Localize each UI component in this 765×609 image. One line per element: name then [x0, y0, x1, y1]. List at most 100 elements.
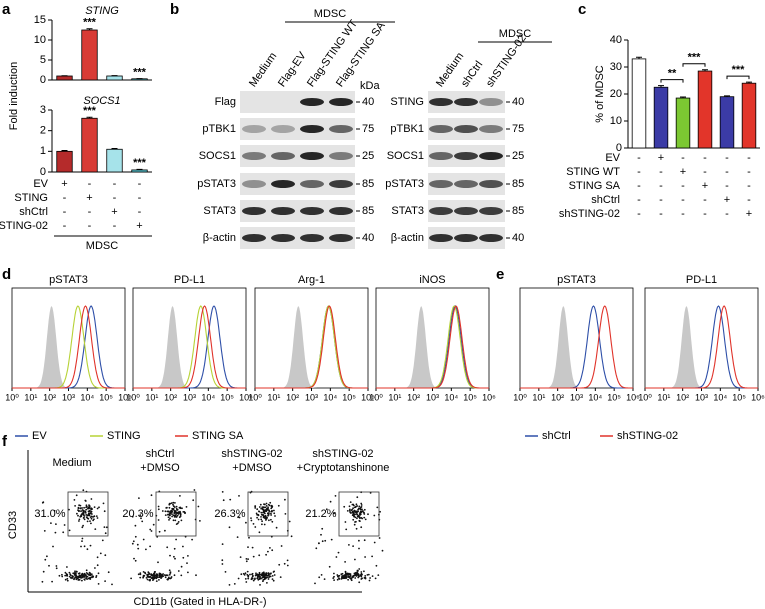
dot: [169, 517, 171, 520]
dot: [352, 507, 354, 510]
dot: [251, 577, 253, 579]
dot: [263, 523, 266, 526]
dot: [356, 517, 358, 520]
dot: [315, 547, 318, 550]
dot: [358, 515, 360, 518]
group-label: MDSC: [314, 8, 346, 20]
x-tick-label: 10¹: [657, 392, 670, 402]
x-tick-label: 10⁰: [513, 392, 527, 402]
dot: [88, 507, 90, 510]
dot: [89, 573, 92, 575]
dot: [169, 554, 171, 557]
histogram-curve: [520, 305, 633, 389]
dot: [91, 575, 94, 578]
dot: [270, 514, 272, 516]
blot-band: [242, 125, 266, 133]
blot-band: [242, 152, 266, 160]
histogram-curve: [12, 305, 125, 389]
gate: [338, 491, 380, 537]
control-histogram: [376, 306, 489, 388]
dot: [43, 530, 46, 532]
dot: [85, 574, 87, 576]
blot-band: [454, 180, 478, 188]
dot: [95, 515, 98, 517]
condition-sign: -: [681, 208, 685, 220]
x-tick-label: 10⁴: [201, 392, 215, 402]
dot: [72, 572, 75, 575]
x-tick-label: 10⁶: [239, 392, 253, 402]
dot: [86, 548, 89, 551]
dot: [157, 561, 159, 564]
condition-sign: +: [680, 166, 686, 178]
dot: [258, 574, 261, 576]
blot-band: [479, 125, 503, 133]
condition-sign: -: [725, 166, 729, 178]
significance: ***: [83, 105, 97, 117]
dot: [134, 559, 137, 562]
dot: [348, 544, 350, 546]
dot: [153, 572, 156, 574]
dot: [81, 537, 84, 540]
dot: [359, 513, 362, 516]
dot: [68, 571, 71, 574]
dot: [278, 563, 281, 566]
dot: [68, 529, 71, 532]
blot-band: [300, 125, 324, 133]
dot: [66, 577, 69, 580]
dot: [131, 542, 134, 545]
condition-sign: -: [703, 152, 707, 164]
condition-sign: -: [113, 178, 117, 190]
y-axis-label: % of MDSC: [594, 65, 606, 123]
condition-sign: +: [111, 206, 117, 218]
plot-frame: [644, 287, 759, 389]
plot-title: +DMSO: [232, 462, 272, 474]
dot: [344, 574, 346, 576]
plot-title: PD-L1: [174, 274, 205, 286]
row-label: STAT3: [203, 205, 236, 217]
dot: [173, 509, 176, 512]
dot: [90, 517, 93, 520]
histogram-curve: [255, 305, 368, 389]
blot-band: [300, 180, 324, 188]
dot: [160, 577, 163, 579]
dot: [221, 491, 224, 493]
dot: [261, 523, 263, 526]
bar: [653, 86, 669, 149]
dot: [86, 514, 89, 517]
dot: [180, 565, 183, 568]
legend-label: shCtrl: [542, 430, 571, 442]
x-tick-label: 10⁵: [99, 392, 113, 402]
dot: [179, 513, 182, 516]
dot: [63, 524, 66, 526]
dot: [134, 535, 137, 538]
dot: [84, 499, 87, 502]
dot: [46, 555, 48, 558]
dot: [258, 531, 261, 534]
x-tick-label: 10³: [305, 392, 318, 402]
dot: [245, 581, 248, 583]
dot: [355, 503, 358, 506]
histogram-curve: [645, 305, 758, 389]
condition-sign: -: [747, 152, 751, 164]
dot: [269, 547, 271, 549]
dot: [82, 524, 84, 527]
condition-sign: -: [63, 220, 67, 232]
dot: [268, 504, 271, 507]
dot: [89, 576, 92, 579]
dot: [264, 503, 266, 506]
dot: [252, 523, 255, 525]
dot: [150, 494, 153, 497]
dot: [173, 512, 176, 515]
x-tick-label: 10⁰: [369, 392, 383, 402]
size-label: 85: [512, 178, 524, 190]
dot: [222, 499, 225, 502]
dot: [364, 576, 367, 579]
gate: [155, 491, 197, 537]
bar: [631, 58, 647, 149]
dot: [333, 579, 335, 581]
dot: [363, 508, 366, 511]
dot: [181, 507, 183, 510]
condition-sign: +: [724, 194, 730, 206]
dot: [254, 505, 257, 507]
